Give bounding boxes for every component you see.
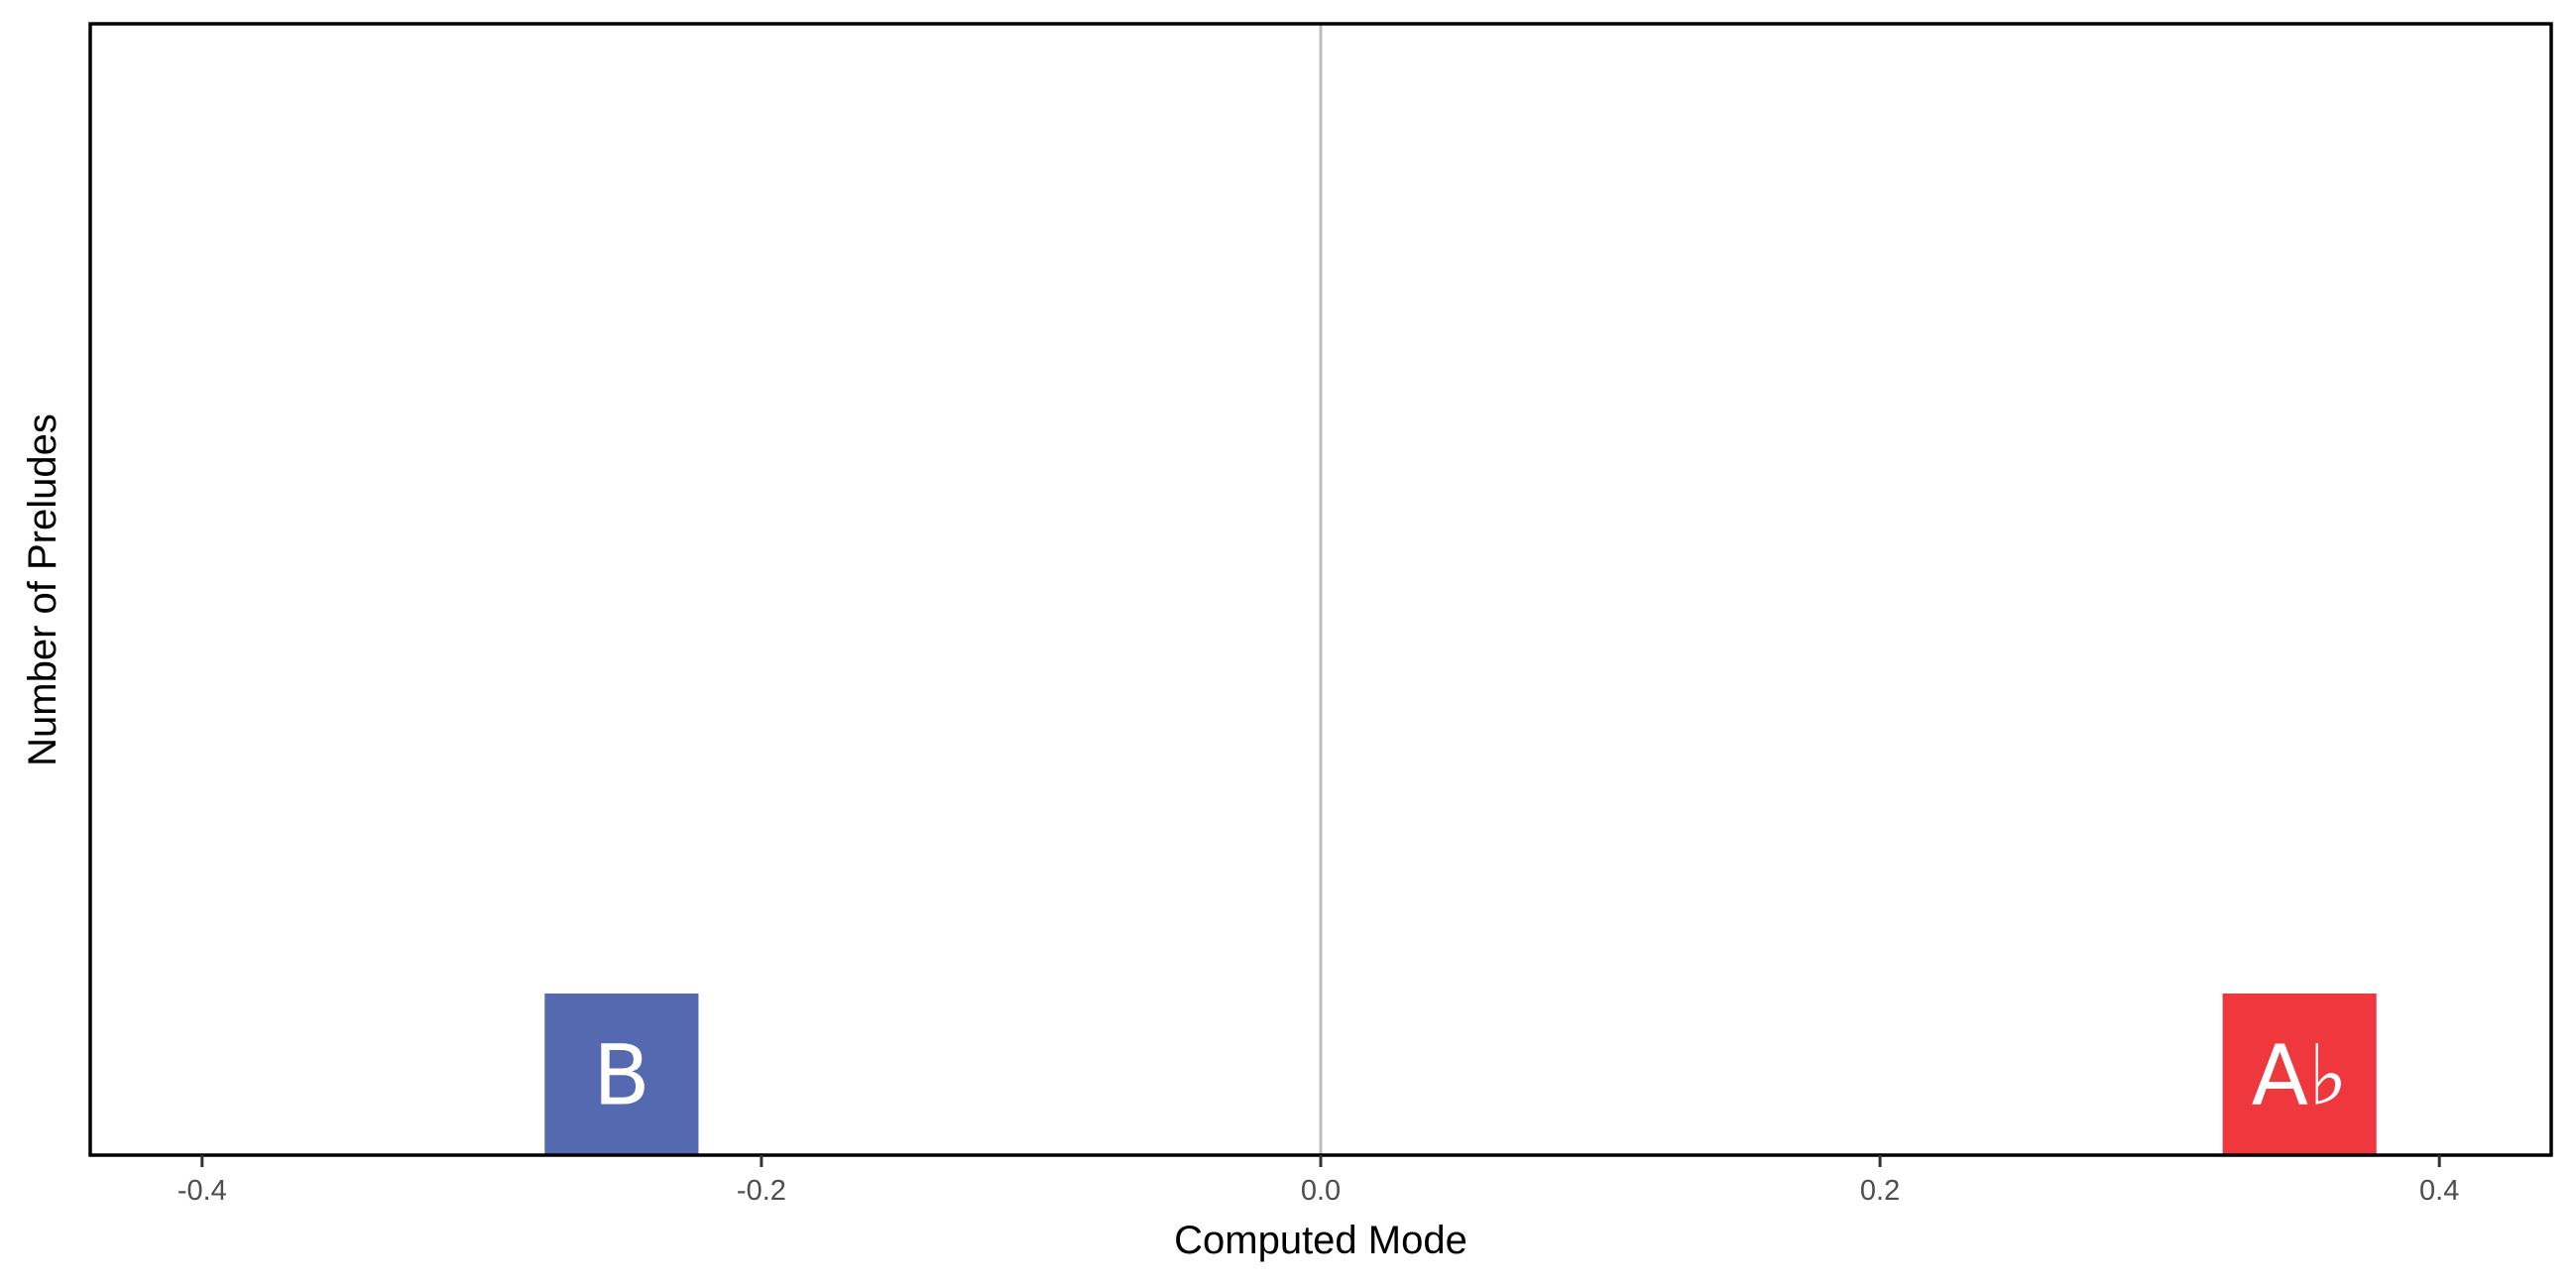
tiles-layer: B A♭ bbox=[544, 994, 2377, 1155]
tile-rect bbox=[2222, 994, 2377, 1155]
x-tick-label: -0.4 bbox=[177, 1175, 227, 1207]
tile: B bbox=[544, 994, 699, 1155]
tile-label: A♭ bbox=[2252, 1027, 2348, 1124]
x-tick-label: -0.2 bbox=[737, 1175, 786, 1207]
x-tick-label: 0.2 bbox=[1860, 1175, 1900, 1207]
x-tick-label: 0.4 bbox=[2419, 1175, 2459, 1207]
tile-rect bbox=[544, 994, 699, 1155]
y-axis-title: Number of Preludes bbox=[21, 413, 64, 766]
x-tick-label: 0.0 bbox=[1301, 1175, 1341, 1207]
tile: A♭ bbox=[2222, 994, 2377, 1155]
x-axis: -0.4 -0.2 0.0 0.2 0.4 bbox=[177, 1155, 2459, 1207]
x-axis-title: Computed Mode bbox=[1174, 1219, 1467, 1262]
tile-label: B bbox=[593, 1027, 650, 1124]
